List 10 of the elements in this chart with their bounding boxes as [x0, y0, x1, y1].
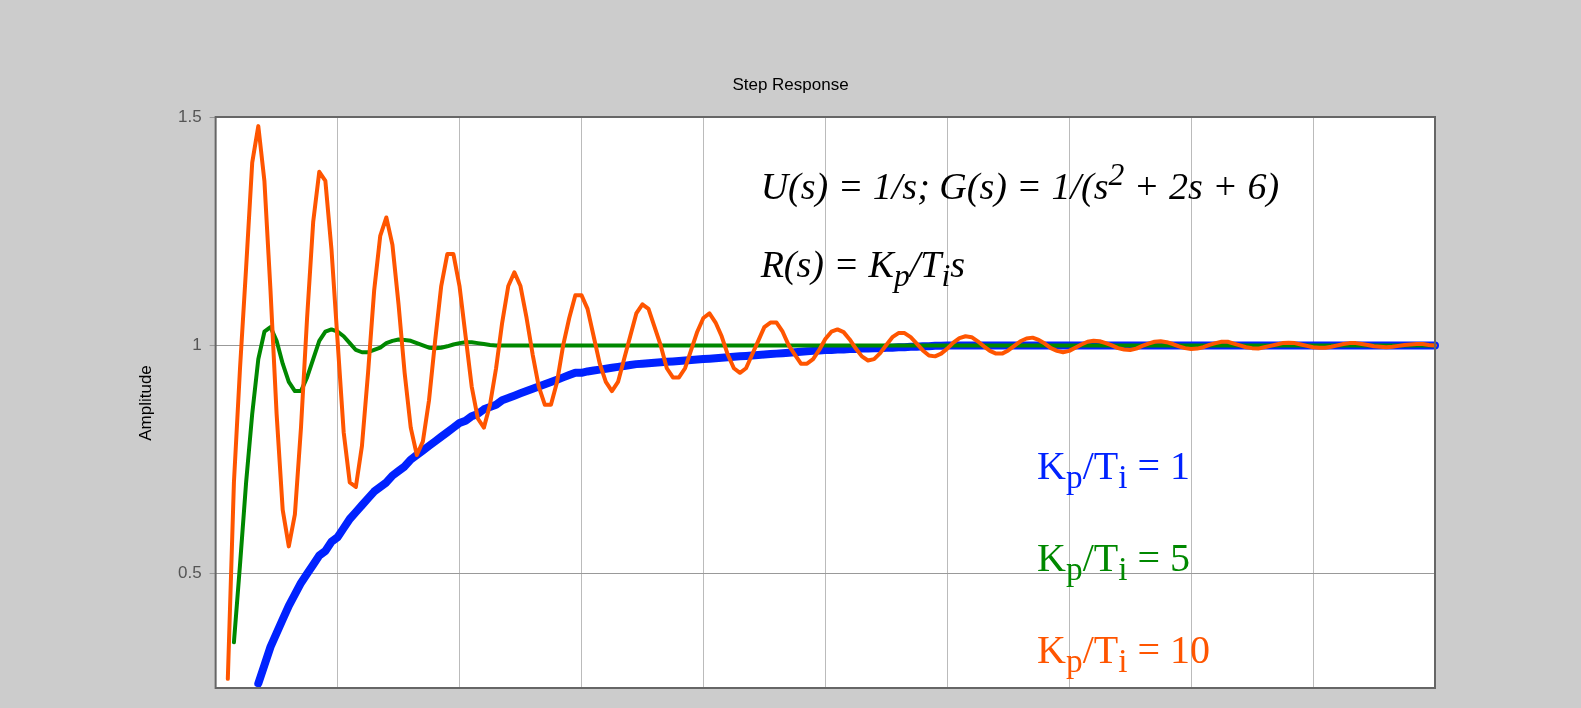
annotation: R(s) = K$_{p}$/T$_{i}$s [760, 242, 966, 294]
y-axis-title: Amplitude [135, 364, 156, 441]
chart-title: Step Response [731, 75, 850, 95]
text: K$_{p}$/T$_{i}$ = 5 [1037, 534, 1191, 588]
annotation: U(s) = 1/s; G(s) = 1/(s$^{2}$ + 2s + 6) [760, 157, 1280, 208]
text: K$_{p}$/T$_{i}$ = 10 [1037, 626, 1210, 680]
y-tick-label: 1 [192, 335, 202, 355]
y-tick-label: 0.5 [177, 563, 202, 583]
text: K$_{p}$/T$_{i}$ = 1 [1037, 442, 1191, 496]
y-tick-label: 1.5 [177, 106, 202, 126]
